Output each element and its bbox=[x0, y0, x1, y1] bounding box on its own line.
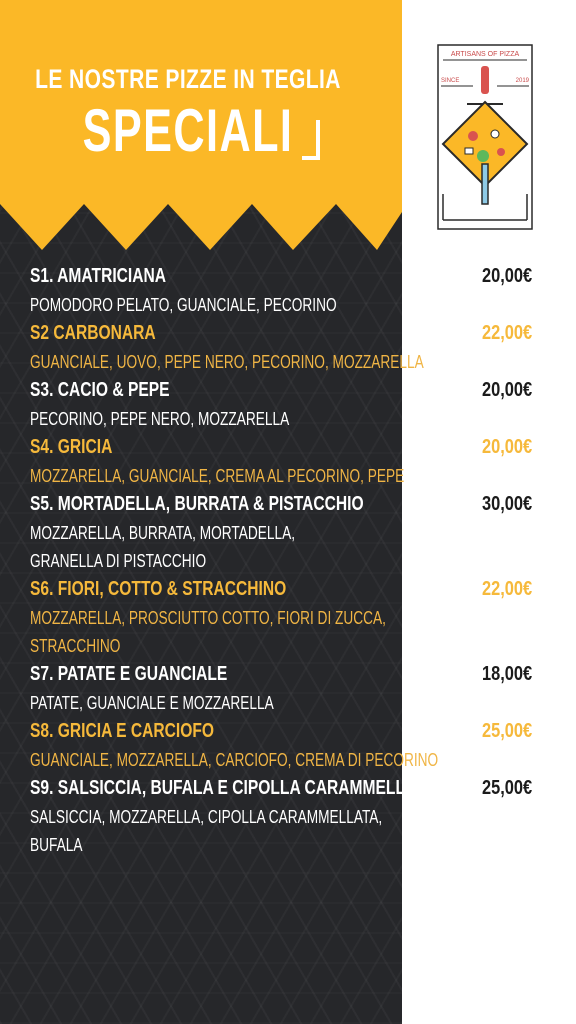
menu-item-description: GUANCIALE, UOVO, PEPE NERO, PECORINO, MO… bbox=[30, 352, 424, 372]
menu-item-description: STRACCHINO bbox=[30, 636, 121, 656]
menu-item-row: S2 CARBONARA 22,00€ bbox=[30, 319, 532, 348]
menu-item-name: S3. CACIO & PEPE bbox=[30, 379, 170, 401]
menu-item-row: S9. SALSICCIA, BUFALA E CIPOLLA CARAMMEL… bbox=[30, 774, 532, 803]
menu-item: S7. PATATE E GUANCIALE 18,00€ PATATE, GUAN… bbox=[30, 660, 532, 717]
menu-item-name: S6. FIORI, COTTO & STRACCHINO bbox=[30, 578, 287, 600]
menu-item-price: 30,00€ bbox=[481, 493, 532, 515]
menu-header: LE NOSTRE PIZZE IN TEGLIA SPECIALI bbox=[0, 60, 402, 164]
menu-item-row: S3. CACIO & PEPE 20,00€ bbox=[30, 376, 532, 405]
menu-item-description: PATATE, GUANCIALE E MOZZARELLA bbox=[30, 693, 274, 713]
menu-item: S8. GRICIA E CARCIOFO 25,00€ GUANCIALE, MO… bbox=[30, 717, 532, 774]
artisans-of-pizza-logo: ARTISANS OF PIZZA SINCE 2019 bbox=[437, 44, 533, 230]
menu-item-name: S5. MORTADELLA, BURRATA & PISTACCHIO bbox=[30, 493, 364, 515]
corner-bracket-icon bbox=[302, 120, 320, 160]
menu-item-row: S5. MORTADELLA, BURRATA & PISTACCHIO 30,0… bbox=[30, 490, 532, 519]
menu-item-name: S7. PATATE E GUANCIALE bbox=[30, 663, 228, 685]
menu-item: S4. GRICIA 20,00€ MOZZARELLA, GUANCIALE, C… bbox=[30, 433, 532, 490]
menu-item-name: S8. GRICIA E CARCIOFO bbox=[30, 720, 215, 742]
logo-left-text: SINCE bbox=[441, 78, 459, 84]
menu-item-description: PECORINO, PEPE NERO, MOZZARELLA bbox=[30, 409, 290, 429]
menu-item-description: GRANELLA DI PISTACCHIO bbox=[30, 551, 207, 571]
menu-item-price: 20,00€ bbox=[481, 379, 532, 401]
logo-top-text: ARTISANS OF PIZZA bbox=[451, 51, 520, 58]
menu-item-price: 18,00€ bbox=[481, 663, 532, 685]
menu-item-row: S7. PATATE E GUANCIALE 18,00€ bbox=[30, 660, 532, 689]
menu-item: S1. AMATRICIANA 20,00€ POMODORO PELATO, GU… bbox=[30, 262, 532, 319]
menu-item-description: MOZZARELLA, BURRATA, MORTADELLA, bbox=[30, 523, 296, 543]
menu-item-price: 22,00€ bbox=[481, 578, 532, 600]
yellow-zigzag-header bbox=[0, 0, 402, 250]
menu-item: S2 CARBONARA 22,00€ GUANCIALE, UOVO, PEPE … bbox=[30, 319, 532, 376]
menu-item: S5. MORTADELLA, BURRATA & PISTACCHIO 30,0… bbox=[30, 490, 532, 575]
menu-item-price: 20,00€ bbox=[481, 436, 532, 458]
menu-item-description: GUANCIALE, MOZZARELLA, CARCIOFO, CREMA D… bbox=[30, 750, 439, 770]
menu-item-name: S2 CARBONARA bbox=[30, 322, 156, 344]
menu-item-price: 20,00€ bbox=[481, 265, 532, 287]
menu-item-description: MOZZARELLA, PROSCIUTTO COTTO, FIORI DI Z… bbox=[30, 608, 386, 628]
menu-subtitle: LE NOSTRE PIZZE IN TEGLIA bbox=[35, 64, 341, 94]
menu-item-name: S9. SALSICCIA, BUFALA E CIPOLLA CARAMMEL… bbox=[30, 777, 435, 799]
menu-item-name: S4. GRICIA bbox=[30, 436, 113, 458]
menu-item-row: S4. GRICIA 20,00€ bbox=[30, 433, 532, 462]
menu-item-row: S8. GRICIA E CARCIOFO 25,00€ bbox=[30, 717, 532, 746]
menu-item-price: 25,00€ bbox=[481, 777, 532, 799]
menu-item-price: 22,00€ bbox=[481, 322, 532, 344]
menu-item-description: SALSICCIA, MOZZARELLA, CIPOLLA CARAMMELL… bbox=[30, 807, 383, 827]
menu-item-description: BUFALA bbox=[30, 835, 83, 855]
logo-right-text: 2019 bbox=[516, 78, 530, 84]
menu-item-price: 25,00€ bbox=[481, 720, 532, 742]
menu-item: S3. CACIO & PEPE 20,00€ PECORINO, PEPE NER… bbox=[30, 376, 532, 433]
pizza-menu-list: S1. AMATRICIANA 20,00€ POMODORO PELATO, GU… bbox=[30, 262, 532, 859]
menu-item: S9. SALSICCIA, BUFALA E CIPOLLA CARAMMEL… bbox=[30, 774, 532, 859]
menu-item-description: MOZZARELLA, GUANCIALE, CREMA AL PECORINO… bbox=[30, 466, 405, 486]
menu-item-row: S1. AMATRICIANA 20,00€ bbox=[30, 262, 532, 291]
menu-item-description: POMODORO PELATO, GUANCIALE, PECORINO bbox=[30, 295, 337, 315]
menu-title: SPECIALI bbox=[82, 97, 294, 164]
menu-item-row: S6. FIORI, COTTO & STRACCHINO 22,00€ bbox=[30, 575, 532, 604]
menu-item-name: S1. AMATRICIANA bbox=[30, 265, 167, 287]
menu-item: S6. FIORI, COTTO & STRACCHINO 22,00€ MOZZA… bbox=[30, 575, 532, 660]
